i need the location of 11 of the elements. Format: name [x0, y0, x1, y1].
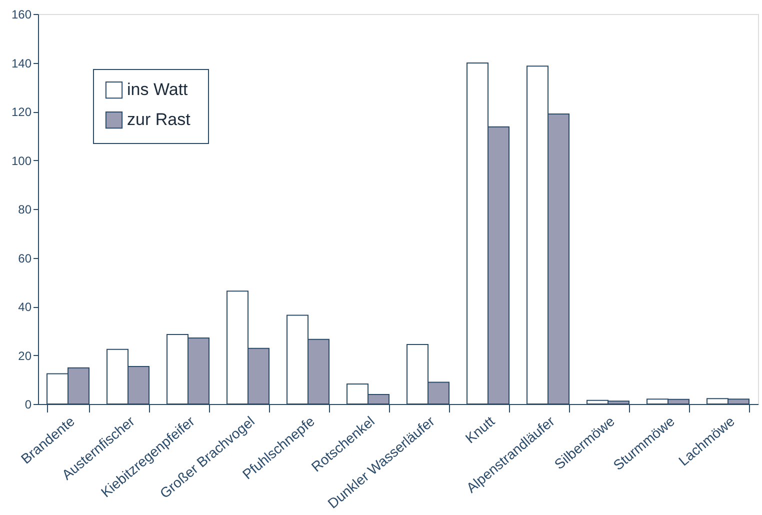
y-tick-label: 20	[18, 348, 32, 363]
legend-label: ins Watt	[127, 80, 188, 99]
y-tick-label: 0	[24, 398, 32, 412]
y-tick-label: 80	[18, 202, 32, 216]
y-tick-label: 120	[11, 105, 32, 119]
y-tick-label: 140	[11, 56, 32, 70]
y-tick-label: 100	[11, 154, 32, 168]
legend-label: zur Rast	[127, 110, 191, 129]
y-tick-label: 160	[11, 8, 32, 22]
y-tick-label: 60	[18, 251, 32, 266]
y-tick-label: 40	[18, 300, 32, 314]
